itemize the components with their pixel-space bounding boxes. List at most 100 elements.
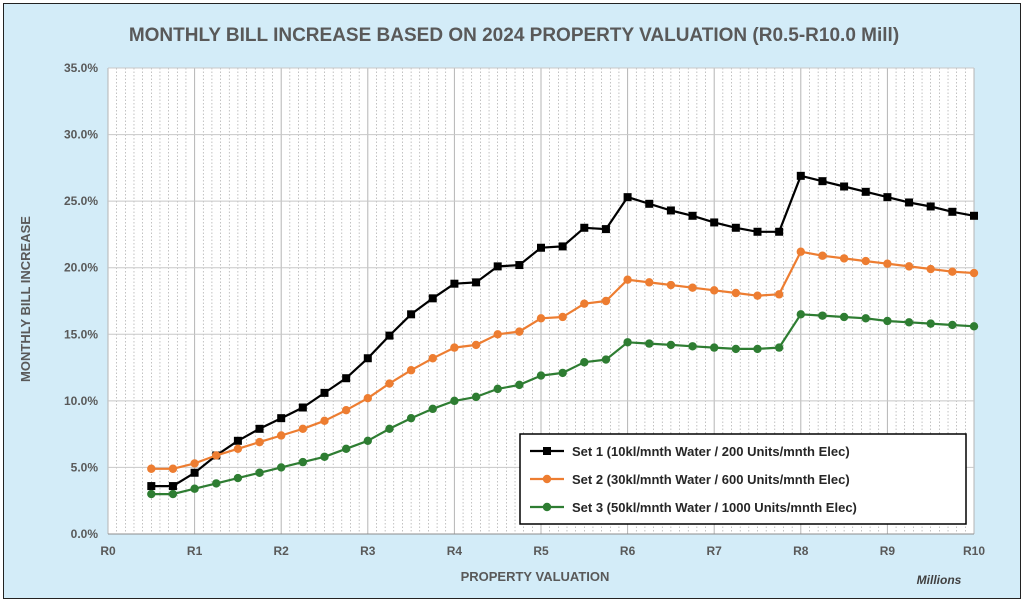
data-point xyxy=(645,278,654,287)
x-tick-label: R7 xyxy=(707,544,723,558)
data-point xyxy=(666,206,675,215)
data-point xyxy=(666,280,676,290)
data-point xyxy=(926,264,935,274)
data-point xyxy=(320,416,329,426)
data-point xyxy=(710,218,719,227)
legend-item: Set 2 (30kl/mnth Water / 600 Units/mnth … xyxy=(530,472,850,487)
data-point xyxy=(948,267,957,276)
x-axis-unit-label: Millions xyxy=(917,573,962,587)
legend-marker xyxy=(543,447,551,455)
x-tick-label: R1 xyxy=(187,544,203,558)
data-point xyxy=(558,242,567,251)
data-point xyxy=(970,211,978,220)
data-point xyxy=(969,268,979,278)
y-tick-label: 30.0% xyxy=(64,128,98,142)
data-point xyxy=(883,193,892,202)
data-point xyxy=(168,489,178,499)
x-tick-label: R8 xyxy=(793,544,809,558)
data-point xyxy=(753,344,762,354)
series-3 xyxy=(147,310,979,499)
x-tick-label: R9 xyxy=(880,544,896,558)
y-tick-labels: 0.0% 5.0% 10.0% 15.0% 20.0% 25.0% 30.0% 35.0% xyxy=(64,61,98,541)
y-tick-label: 35.0% xyxy=(64,61,98,75)
data-point xyxy=(493,384,502,394)
data-point xyxy=(623,193,632,202)
chart-canvas: MONTHLY BILL INCREASE BASED ON 2024 PROP… xyxy=(18,25,985,587)
data-point xyxy=(212,479,221,488)
data-point xyxy=(840,182,849,191)
data-point xyxy=(406,413,416,423)
data-point xyxy=(580,358,589,367)
series-1 xyxy=(147,171,978,491)
data-point xyxy=(904,262,914,271)
legend-box xyxy=(519,433,967,525)
x-tick-labels: R0 R1 R2 R3 R4 R5 R6 R7 R8 R9 R10 xyxy=(100,544,985,558)
data-point xyxy=(147,464,156,473)
data-point xyxy=(515,261,524,270)
x-tick-label: R4 xyxy=(447,544,463,558)
data-point xyxy=(645,339,654,348)
data-point xyxy=(883,259,892,268)
data-point xyxy=(731,344,741,354)
data-point xyxy=(839,312,849,322)
legend-label: Set 1 (10kl/mnth Water / 200 Units/mnth … xyxy=(572,444,850,459)
x-tick-label: R6 xyxy=(620,544,636,558)
data-point xyxy=(558,312,567,322)
data-point xyxy=(818,177,827,186)
data-point xyxy=(472,278,481,287)
y-tick-label: 15.0% xyxy=(64,327,98,341)
data-point xyxy=(428,354,437,363)
data-point xyxy=(753,291,762,300)
legend-label: Set 2 (30kl/mnth Water / 600 Units/mnth … xyxy=(572,472,850,487)
data-point xyxy=(363,354,372,363)
data-point xyxy=(190,468,199,477)
data-point xyxy=(320,452,329,461)
data-point xyxy=(385,331,394,340)
data-point xyxy=(601,355,611,364)
data-point xyxy=(320,388,329,397)
data-point xyxy=(255,424,264,433)
data-point xyxy=(341,444,351,453)
data-point xyxy=(277,431,286,440)
data-point xyxy=(601,225,610,234)
data-point xyxy=(493,330,502,339)
data-point xyxy=(666,340,676,350)
data-point xyxy=(775,227,784,236)
data-point xyxy=(710,286,719,295)
data-point xyxy=(774,343,784,352)
x-tick-label: R5 xyxy=(533,544,549,558)
data-point xyxy=(147,482,156,491)
x-tick-label: R2 xyxy=(274,544,290,558)
data-point xyxy=(342,374,351,383)
data-point xyxy=(580,299,589,308)
data-point xyxy=(839,254,849,263)
data-point xyxy=(883,316,892,326)
data-point xyxy=(623,338,632,347)
data-point xyxy=(255,468,264,477)
data-point xyxy=(277,414,286,423)
data-point xyxy=(904,318,914,327)
data-point xyxy=(688,283,697,292)
data-point xyxy=(731,223,740,232)
chart-title: MONTHLY BILL INCREASE BASED ON 2024 PROP… xyxy=(129,25,899,46)
data-point xyxy=(601,296,611,306)
data-point xyxy=(298,457,308,467)
data-point xyxy=(861,256,870,266)
data-point xyxy=(255,437,264,447)
data-point xyxy=(536,314,546,323)
data-point xyxy=(515,327,524,336)
data-point xyxy=(493,262,502,271)
data-point xyxy=(406,366,416,375)
series-2 xyxy=(147,247,979,473)
series-layer xyxy=(147,171,979,499)
data-point xyxy=(710,343,719,352)
legend-item: Set 3 (50kl/mnth Water / 1000 Units/mnth… xyxy=(530,500,857,515)
data-point xyxy=(168,464,178,473)
data-point xyxy=(363,436,372,445)
data-point xyxy=(926,319,935,328)
y-tick-label: 5.0% xyxy=(71,460,99,474)
data-point xyxy=(298,424,308,434)
data-point xyxy=(233,473,243,483)
data-point xyxy=(969,322,979,331)
data-point xyxy=(753,227,762,236)
